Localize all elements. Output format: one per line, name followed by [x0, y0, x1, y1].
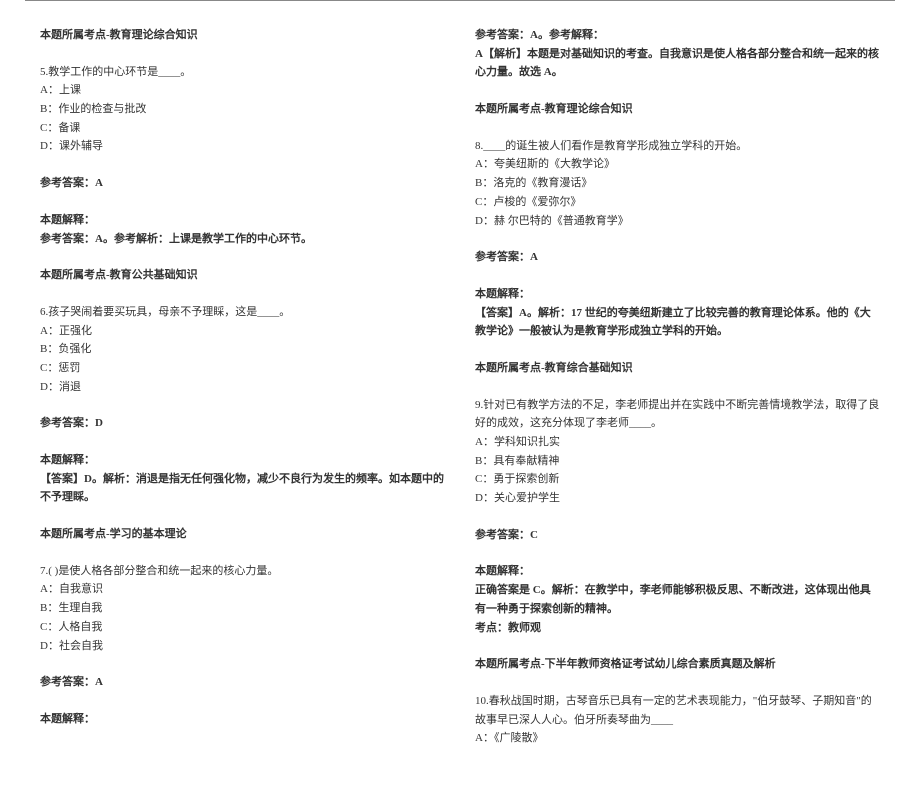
- q5-opt-c: C：备课: [40, 119, 445, 138]
- q8-opt-d: D：赫 尔巴特的《普通教育学》: [475, 212, 880, 231]
- q5-opt-d: D：课外辅导: [40, 137, 445, 156]
- q9-exp: 正确答案是 C。解析：在教学中，李老师能够积极反思、不断改进，这体现出他具有一种…: [475, 581, 880, 618]
- q7-answer: 参考答案：A: [40, 676, 103, 688]
- q9-opt-d: D：关心爱护学生: [475, 489, 880, 508]
- q8-topic-block: 本题所属考点-教育综合基础知识: [475, 359, 880, 378]
- q8-topic: 本题所属考点-教育综合基础知识: [475, 362, 633, 374]
- q5-opt-a: A：上课: [40, 81, 445, 100]
- q7-opt-a: A：自我意识: [40, 580, 445, 599]
- q5-exp-label: 本题解释：: [40, 211, 445, 230]
- q8-exp: 【答案】A。解析：17 世纪的夸美纽斯建立了比较完善的教育理论体系。他的《大教学…: [475, 307, 871, 338]
- q6-answer-block: 参考答案：D: [40, 414, 445, 433]
- q9-point: 考点：教师观: [475, 622, 541, 634]
- q7-opt-b: B：生理自我: [40, 599, 445, 618]
- q8-answer-block: 参考答案：A: [475, 248, 880, 267]
- q7-answer-block: 参考答案：A: [40, 673, 445, 692]
- q8-opt-b: B：洛克的《教育漫话》: [475, 174, 880, 193]
- q5-answer: 参考答案：A: [40, 177, 103, 189]
- q6-topic-block: 本题所属考点-学习的基本理论: [40, 525, 445, 544]
- q9-topic-block: 本题所属考点-下半年教师资格证考试幼儿综合素质真题及解析: [475, 655, 880, 674]
- q5-stem: 5.教学工作的中心环节是____。: [40, 66, 191, 78]
- q7-cont-topic: 本题所属考点-教育理论综合知识: [475, 103, 633, 115]
- q7-exp-label-block: 本题解释：: [40, 710, 445, 729]
- q7-cont-exp: A【解析】本题是对基础知识的考查。自我意识是使人格各部分整合和统一起来的核心力量…: [475, 48, 879, 79]
- q5-exp: 参考答案：A。参考解析：上课是教学工作的中心环节。: [40, 233, 312, 245]
- q6-stem: 6.孩子哭闹着要买玩具，母亲不予理睬，这是____。: [40, 306, 290, 318]
- q5-block: 5.教学工作的中心环节是____。 A：上课 B：作业的检查与批改 C：备课 D…: [40, 63, 445, 156]
- left-column: 本题所属考点-教育理论综合知识 5.教学工作的中心环节是____。 A：上课 B…: [25, 16, 460, 776]
- q7-block: 7.( )是使人格各部分整合和统一起来的核心力量。 A：自我意识 B：生理自我 …: [40, 562, 445, 655]
- q8-opt-a: A：夸美纽斯的《大教学论》: [475, 155, 880, 174]
- q7-cont-label: 参考答案：A。参考解释：: [475, 26, 880, 45]
- q4-topic: 本题所属考点-教育理论综合知识: [40, 29, 198, 41]
- q10-opt-a: A：《广陵散》: [475, 729, 880, 748]
- q7-opt-d: D：社会自我: [40, 637, 445, 656]
- q6-answer: 参考答案：D: [40, 417, 103, 429]
- q7-exp-label: 本题解释：: [40, 713, 95, 725]
- q8-exp-label: 本题解释：: [475, 285, 880, 304]
- q7-cont-block: 参考答案：A。参考解释： A【解析】本题是对基础知识的考查。自我意识是使人格各部…: [475, 26, 880, 82]
- q6-opt-d: D：消退: [40, 378, 445, 397]
- q6-opt-a: A：正强化: [40, 322, 445, 341]
- q8-stem: 8.____的诞生被人们看作是教育学形成独立学科的开始。: [475, 140, 747, 152]
- q6-exp-block: 本题解释： 【答案】D。解析：消退是指无任何强化物，减少不良行为发生的频率。如本…: [40, 451, 445, 507]
- q9-opt-c: C：勇于探索创新: [475, 470, 880, 489]
- q6-opt-b: B：负强化: [40, 340, 445, 359]
- q7-cont-topic-block: 本题所属考点-教育理论综合知识: [475, 100, 880, 119]
- q7-stem: 7.( )是使人格各部分整合和统一起来的核心力量。: [40, 565, 278, 577]
- right-column: 参考答案：A。参考解释： A【解析】本题是对基础知识的考查。自我意识是使人格各部…: [460, 16, 895, 776]
- q9-stem: 9.针对已有教学方法的不足，李老师提出并在实践中不断完善情境教学法，取得了良好的…: [475, 399, 879, 430]
- q9-answer-block: 参考答案：C: [475, 526, 880, 545]
- q5-answer-block: 参考答案：A: [40, 174, 445, 193]
- q5-topic: 本题所属考点-教育公共基础知识: [40, 269, 198, 281]
- q5-topic-block: 本题所属考点-教育公共基础知识: [40, 266, 445, 285]
- q9-block: 9.针对已有教学方法的不足，李老师提出并在实践中不断完善情境教学法，取得了良好的…: [475, 396, 880, 508]
- q5-opt-b: B：作业的检查与批改: [40, 100, 445, 119]
- q9-opt-b: B：具有奉献精神: [475, 452, 880, 471]
- q6-exp-label: 本题解释：: [40, 451, 445, 470]
- q6-block: 6.孩子哭闹着要买玩具，母亲不予理睬，这是____。 A：正强化 B：负强化 C…: [40, 303, 445, 396]
- q8-opt-c: C：卢梭的《爱弥尔》: [475, 193, 880, 212]
- q9-opt-a: A：学科知识扎实: [475, 433, 880, 452]
- q5-exp-block: 本题解释： 参考答案：A。参考解析：上课是教学工作的中心环节。: [40, 211, 445, 248]
- q9-exp-block: 本题解释： 正确答案是 C。解析：在教学中，李老师能够积极反思、不断改进，这体现…: [475, 562, 880, 637]
- q8-block: 8.____的诞生被人们看作是教育学形成独立学科的开始。 A：夸美纽斯的《大教学…: [475, 137, 880, 230]
- q9-topic: 本题所属考点-下半年教师资格证考试幼儿综合素质真题及解析: [475, 658, 776, 670]
- q6-topic: 本题所属考点-学习的基本理论: [40, 528, 187, 540]
- q8-answer: 参考答案：A: [475, 251, 538, 263]
- q8-exp-block: 本题解释： 【答案】A。解析：17 世纪的夸美纽斯建立了比较完善的教育理论体系。…: [475, 285, 880, 341]
- q10-block: 10.春秋战国时期，古琴音乐已具有一定的艺术表现能力，"伯牙鼓琴、子期知音"的故…: [475, 692, 880, 748]
- q7-opt-c: C：人格自我: [40, 618, 445, 637]
- q4-topic-block: 本题所属考点-教育理论综合知识: [40, 26, 445, 45]
- q6-exp: 【答案】D。解析：消退是指无任何强化物，减少不良行为发生的频率。如本题中的不予理…: [40, 473, 444, 504]
- q9-exp-label: 本题解释：: [475, 562, 880, 581]
- q10-stem: 10.春秋战国时期，古琴音乐已具有一定的艺术表现能力，"伯牙鼓琴、子期知音"的故…: [475, 695, 872, 726]
- q6-opt-c: C：惩罚: [40, 359, 445, 378]
- page-container: 本题所属考点-教育理论综合知识 5.教学工作的中心环节是____。 A：上课 B…: [0, 1, 920, 791]
- q9-answer: 参考答案：C: [475, 529, 538, 541]
